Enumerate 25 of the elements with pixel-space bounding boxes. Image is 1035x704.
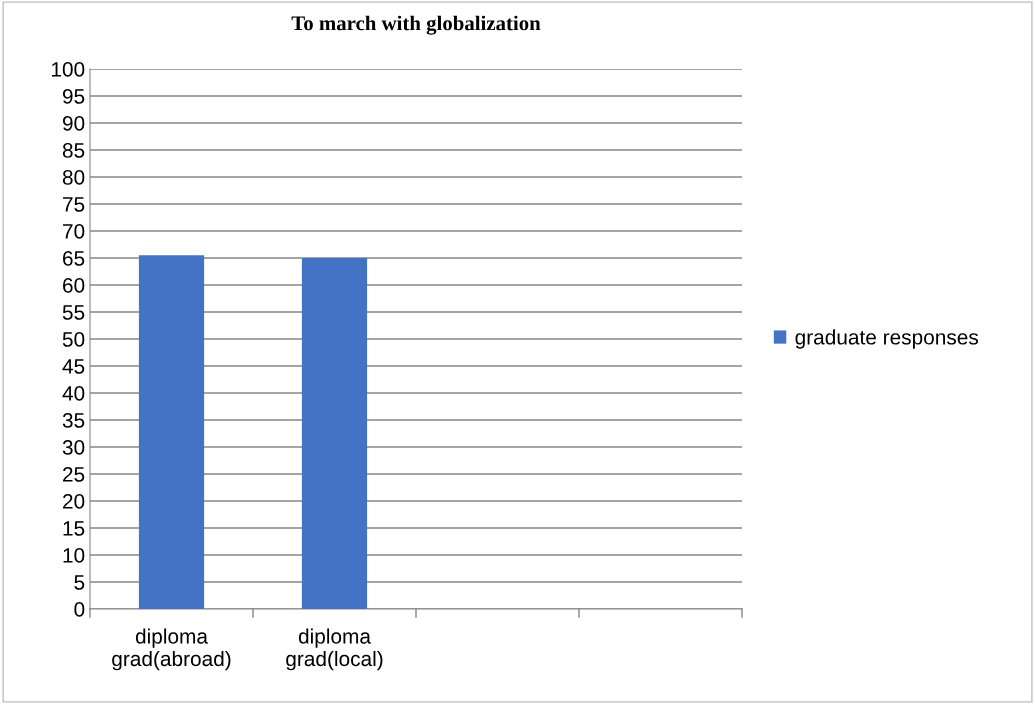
y-tick-label: 35 xyxy=(62,413,85,428)
y-tick-label: 65 xyxy=(63,251,85,266)
y-tick-label: 20 xyxy=(63,494,85,509)
y-tick-label: 80 xyxy=(62,170,85,185)
y-tick-label: 100 xyxy=(51,62,85,77)
y-tick-label: 60 xyxy=(63,278,85,293)
y-tick-label: 40 xyxy=(62,386,85,401)
chart-title: To march with globalization xyxy=(291,15,541,35)
y-tick-label: 95 xyxy=(62,89,85,104)
x-tick-label: diploma grad(abroad) xyxy=(112,628,231,671)
y-tick-label: 15 xyxy=(63,521,85,536)
y-tick-label: 45 xyxy=(62,359,85,374)
y-tick-label: 55 xyxy=(62,305,85,320)
y-tick-label: 75 xyxy=(63,197,85,212)
y-tick-label: 85 xyxy=(62,143,85,158)
legend-label: graduate responses xyxy=(795,329,979,349)
y-tick-label: 90 xyxy=(62,116,85,131)
x-tick-label: diploma grad(local) xyxy=(286,628,383,671)
y-tick-label: 0 xyxy=(74,602,85,617)
y-tick-label: 5 xyxy=(74,575,85,590)
y-tick-label: 25 xyxy=(63,467,85,482)
y-tick-label: 30 xyxy=(62,440,85,455)
y-tick-label: 70 xyxy=(63,224,85,239)
y-tick-label: 10 xyxy=(63,548,85,563)
y-tick-label: 50 xyxy=(62,332,85,347)
